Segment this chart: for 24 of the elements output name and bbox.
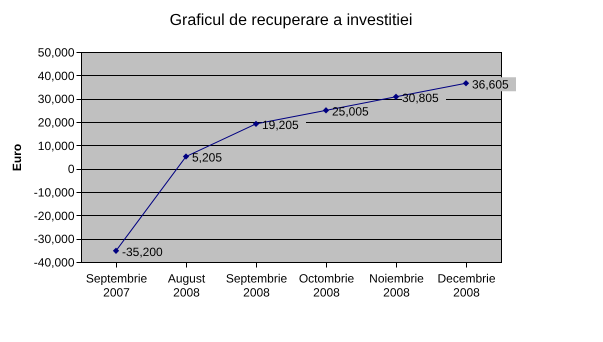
data-label: -35,200	[122, 244, 164, 259]
x-tick-label: August 2008	[168, 272, 206, 300]
y-tick-label: 20,000	[38, 116, 75, 130]
x-tick-label: Septembrie 2008	[226, 272, 288, 300]
y-tick-label: 40,000	[38, 68, 75, 83]
chart-title: Graficul de recuperare a investitiei	[170, 12, 412, 29]
x-tick-label: Noiembrie 2008	[369, 272, 424, 300]
y-tick-label: -20,000	[34, 208, 75, 223]
y-tick-label: 30,000	[38, 92, 75, 106]
y-tick-label: -30,000	[34, 232, 75, 246]
data-label: 36,605	[472, 77, 510, 92]
y-tick-label: -10,000	[34, 186, 75, 200]
y-axis-title: Euro	[10, 144, 24, 172]
y-tick-label: -40,000	[34, 256, 75, 270]
data-label: 19,205	[262, 118, 300, 132]
data-label: 30,805	[402, 90, 440, 105]
x-tick-label: Decembrie 2008	[437, 272, 496, 300]
y-tick-label: 0	[68, 162, 75, 176]
y-tick-label: 10,000	[38, 138, 75, 153]
data-label: 25,005	[332, 104, 370, 118]
y-tick-label: 50,000	[38, 46, 75, 60]
x-tick-label: Septembrie 2007	[86, 272, 148, 300]
data-label: 5,205	[192, 150, 222, 165]
x-tick-label: Octombrie 2008	[298, 272, 354, 300]
